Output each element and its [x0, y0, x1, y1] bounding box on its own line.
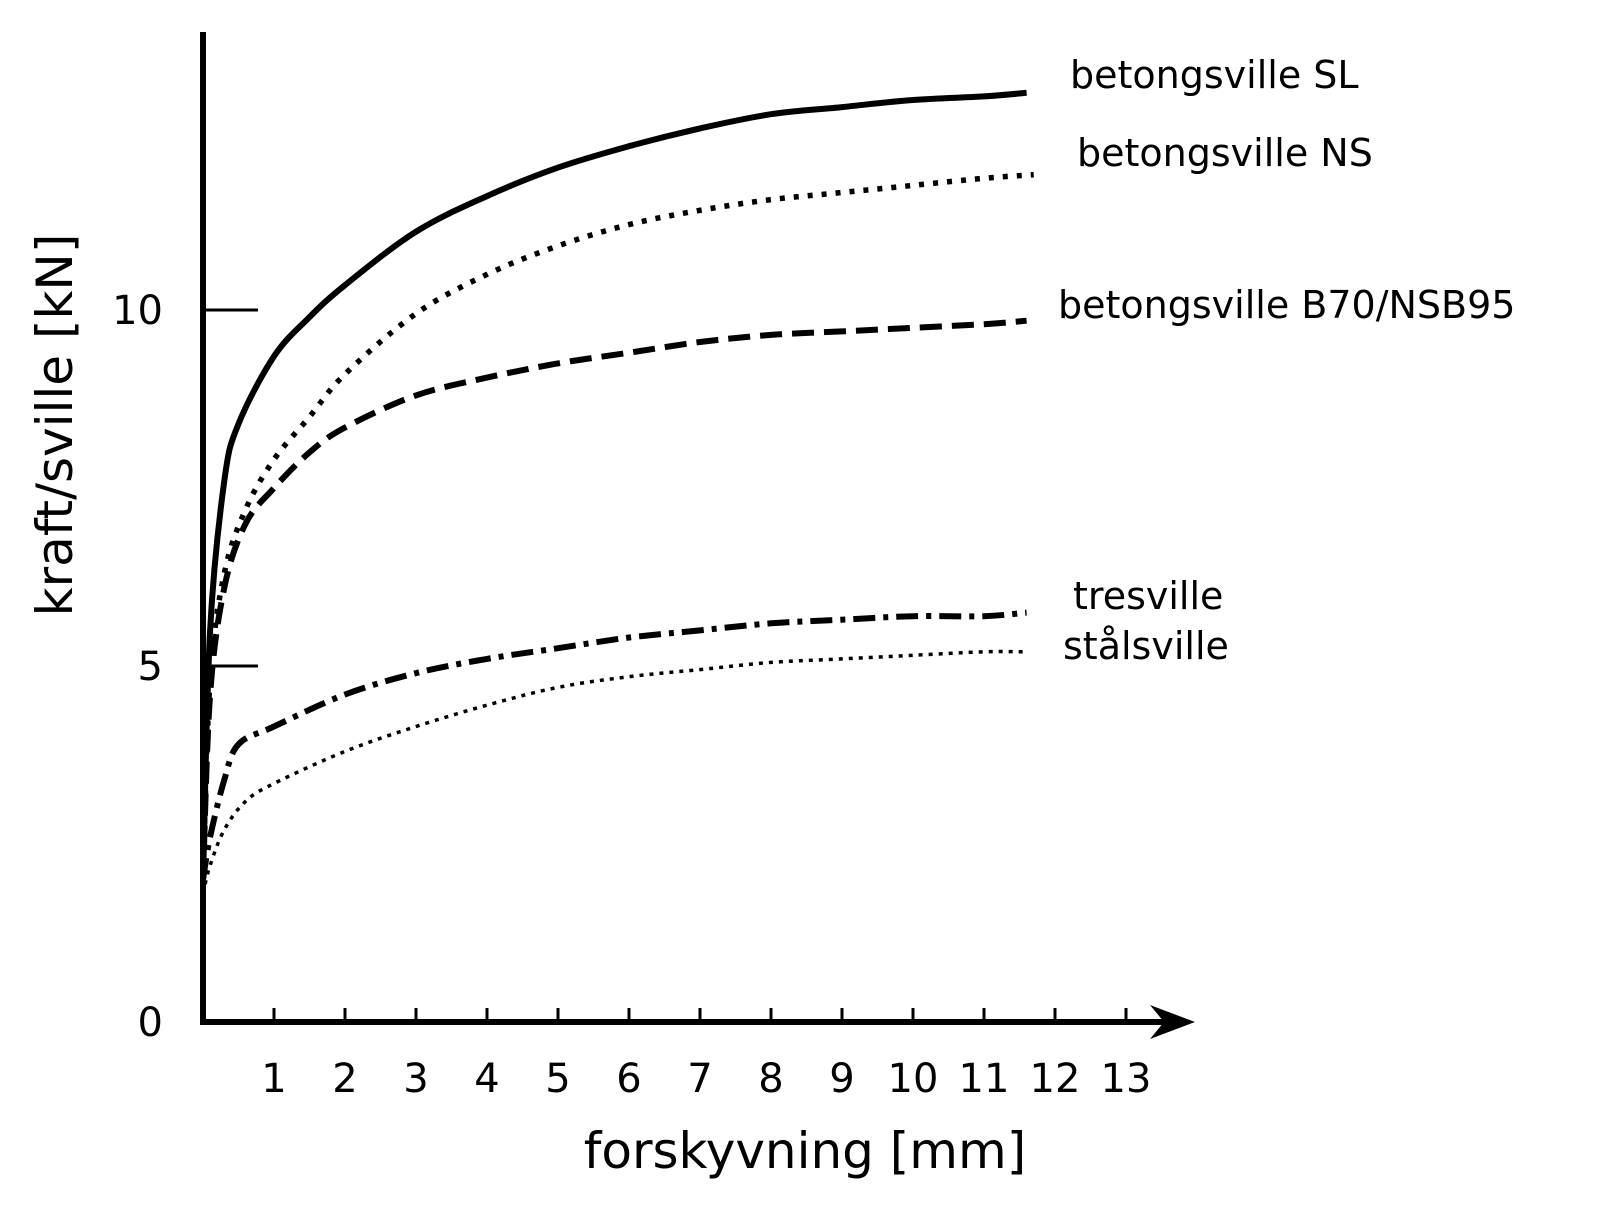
x-tick-label: 2 [332, 1056, 357, 1102]
x-tick-label: 9 [829, 1056, 854, 1102]
series-label-2: betongsville NS [1077, 131, 1373, 175]
x-tick-label: 1 [261, 1056, 286, 1102]
x-tick-label: 12 [1030, 1056, 1081, 1102]
x-tick-label: 5 [545, 1056, 570, 1102]
y-tick-label: 0 [138, 1000, 163, 1046]
y-tick-label: 5 [138, 644, 163, 690]
series-label-1: betongsville SL [1070, 53, 1359, 97]
series-line-2 [200, 171, 1034, 880]
y-axis-title: kraft/sville [kN] [26, 234, 84, 617]
series-line-1 [200, 89, 1027, 880]
x-tick-label: 11 [959, 1056, 1010, 1102]
series-label-4: tresville [1073, 574, 1223, 618]
series-line-5 [201, 649, 1027, 895]
x-tick-label: 10 [888, 1056, 939, 1102]
x-tick-label: 7 [687, 1056, 712, 1102]
series-line-4 [200, 609, 1027, 881]
series-group [200, 89, 1034, 895]
x-tick-label: 6 [616, 1056, 641, 1102]
x-axis-title: forskyvning [mm] [584, 1122, 1026, 1180]
x-axis-arrowhead [1150, 1005, 1195, 1039]
y-tick-label: 10 [112, 288, 163, 334]
x-tick-label: 4 [474, 1056, 499, 1102]
x-tick-label: 13 [1101, 1056, 1152, 1102]
series-label-5: stålsville [1063, 624, 1229, 668]
series-label-3: betongsville B70/NSB95 [1058, 283, 1515, 327]
x-tick-label: 3 [403, 1056, 428, 1102]
series-labels: betongsville SL betongsville NS betongsvil… [1058, 53, 1515, 668]
x-tick-label: 8 [758, 1056, 783, 1102]
series-line-3 [200, 317, 1027, 880]
axes [200, 32, 1195, 1039]
